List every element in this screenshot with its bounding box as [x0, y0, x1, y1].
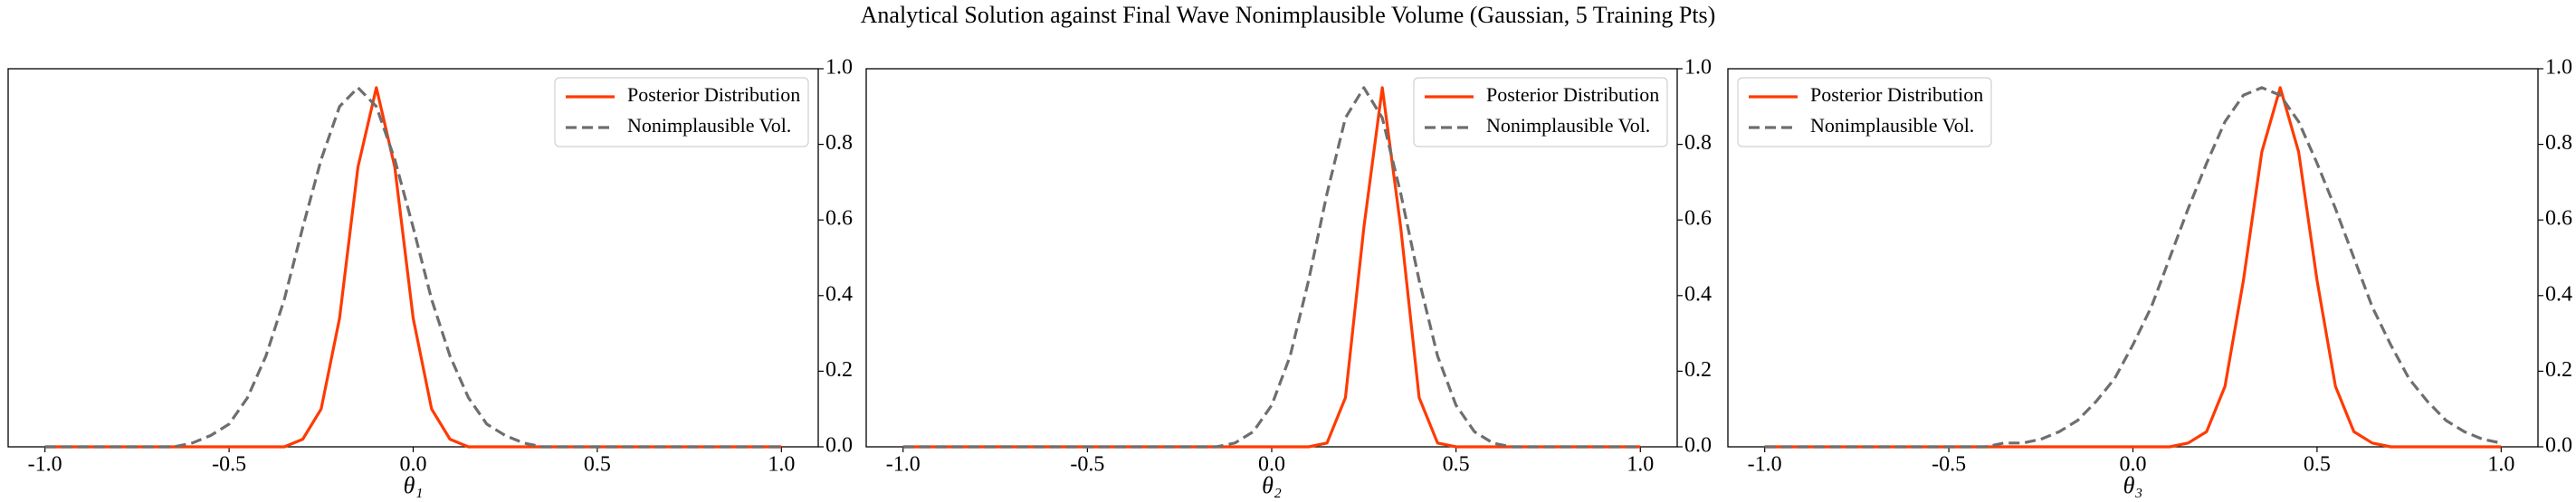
- y-tick-label: 0.8: [1684, 131, 1712, 155]
- legend: Posterior Distribution Nonimplausible Vol…: [554, 77, 809, 147]
- x-tick-label: 0.0: [1258, 453, 1285, 477]
- y-tick-label: 0.0: [825, 434, 853, 458]
- y-tick-label: 1.0: [825, 56, 853, 80]
- x-tick-label: 0.5: [1443, 453, 1470, 477]
- y-tick-label: 1.0: [1684, 56, 1712, 80]
- y-tick-label: 0.2: [2545, 358, 2572, 382]
- y-tick-label: 0.6: [1684, 207, 1712, 231]
- series-line: [902, 86, 1641, 449]
- x-tick-label: -0.5: [212, 453, 246, 477]
- subplot: -1.0 -0.5 0.0 0.5 1.0 0.0 0.2 0.4 0.6 0.8 1.0 θ₁ Pos…: [7, 56, 853, 498]
- y-tick-label: 0.4: [2545, 282, 2572, 306]
- legend-label: Posterior Distribution: [627, 83, 800, 106]
- legend-box: [1737, 77, 1992, 147]
- y-tick-label: 0.0: [2545, 434, 2572, 458]
- y-tick-label: 0.4: [1684, 282, 1712, 306]
- x-tick-label: 0.0: [2120, 453, 2147, 477]
- x-axis-label: θ₂: [1262, 472, 1282, 498]
- x-tick-label: -1.0: [28, 453, 62, 477]
- series-line: [44, 86, 782, 449]
- y-tick-label: 0.6: [825, 207, 853, 231]
- y-tick-label: 0.2: [1684, 358, 1712, 382]
- x-axis-label: θ₁: [404, 472, 424, 498]
- legend-box: [554, 77, 809, 147]
- legend-label: Posterior Distribution: [1486, 83, 1659, 106]
- x-tick-label: 0.5: [2304, 453, 2331, 477]
- legend-box: [1413, 77, 1668, 147]
- x-tick-label: 0.5: [584, 453, 611, 477]
- legend-label: Posterior Distribution: [1810, 83, 1983, 106]
- x-tick-label: -0.5: [1932, 453, 1966, 477]
- x-axis-label: θ₃: [2123, 472, 2143, 498]
- y-tick-label: 0.8: [825, 131, 853, 155]
- y-tick-label: 0.4: [825, 282, 853, 306]
- legend: Posterior Distribution Nonimplausible Vol…: [1413, 77, 1668, 147]
- x-tick-label: -1.0: [1748, 453, 1782, 477]
- x-tick-label: 1.0: [2487, 453, 2514, 477]
- y-tick-label: 0.0: [1684, 434, 1712, 458]
- figure-title: Analytical Solution against Final Wave N…: [861, 2, 1716, 28]
- legend-label: Nonimplausible Vol.: [627, 114, 791, 137]
- x-tick-label: 1.0: [1627, 453, 1654, 477]
- x-tick-label: 0.0: [400, 453, 427, 477]
- y-tick-label: 0.8: [2545, 131, 2572, 155]
- legend: Posterior Distribution Nonimplausible Vol…: [1737, 77, 1992, 147]
- subplot: -1.0 -0.5 0.0 0.5 1.0 0.0 0.2 0.4 0.6 0.8 1.0 θ₃ Pos…: [1727, 56, 2572, 498]
- y-tick-label: 1.0: [2545, 56, 2572, 80]
- y-tick-label: 0.2: [825, 358, 853, 382]
- legend-label: Nonimplausible Vol.: [1810, 114, 1974, 137]
- legend-label: Nonimplausible Vol.: [1486, 114, 1650, 137]
- x-tick-label: -1.0: [886, 453, 921, 477]
- x-tick-label: 1.0: [768, 453, 795, 477]
- x-tick-label: -0.5: [1070, 453, 1104, 477]
- subplot: -1.0 -0.5 0.0 0.5 1.0 0.0 0.2 0.4 0.6 0.8 1.0 θ₂ Pos…: [865, 56, 1712, 498]
- series-line: [1764, 86, 2502, 449]
- y-tick-label: 0.6: [2545, 207, 2572, 231]
